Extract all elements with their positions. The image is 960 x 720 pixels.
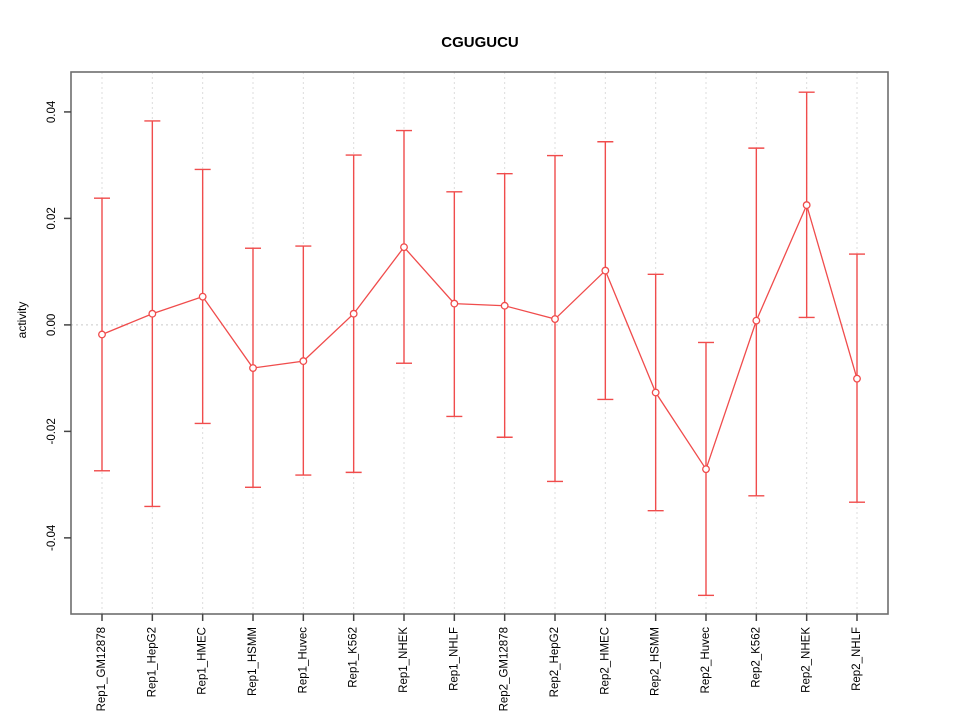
- data-point: [601, 266, 610, 275]
- data-points: [98, 201, 861, 474]
- y-tick-label: 0.02: [46, 207, 58, 229]
- y-tick-label: 0.04: [46, 100, 58, 123]
- plot-frame: [70, 71, 889, 615]
- x-tick-label: Rep1_HMEC: [197, 627, 209, 695]
- series-line: [101, 203, 858, 471]
- x-tick-label: Rep1_NHEK: [398, 627, 410, 693]
- y-axis-ticks: -0.04 -0.02 0.00 0.02 0.04: [46, 100, 71, 551]
- x-tick-label: Rep2_K562: [750, 627, 762, 688]
- y-tick-label: 0.00: [46, 314, 58, 336]
- data-point: [299, 357, 308, 366]
- y-axis-label: activity: [15, 302, 29, 339]
- x-tick-label: Rep1_HSMM: [247, 627, 259, 696]
- data-point: [349, 309, 358, 318]
- x-axis-ticks: Rep1_GM12878 Rep1_HepG2 Rep1_HMEC Rep1_HSMM…: [96, 614, 863, 711]
- x-tick-label: Rep2_HSMM: [650, 627, 662, 696]
- data-point: [853, 374, 861, 383]
- data-point: [551, 315, 559, 323]
- data-point: [500, 301, 509, 310]
- y-tick-label: -0.02: [46, 418, 58, 444]
- x-tick-label: Rep2_NHEK: [801, 627, 813, 693]
- y-tick-label: -0.04: [46, 524, 58, 551]
- x-tick-label: Rep1_HepG2: [146, 627, 158, 697]
- data-point: [802, 201, 811, 210]
- data-point: [400, 243, 408, 252]
- data-point: [450, 299, 459, 308]
- x-tick-label: Rep2_HMEC: [599, 627, 611, 695]
- x-tick-label: Rep2_Huvec: [700, 627, 712, 694]
- data-point: [651, 388, 660, 397]
- x-tick-label: Rep1_Huvec: [297, 627, 309, 694]
- x-tick-label: Rep1_NHLF: [448, 627, 460, 691]
- data-point: [702, 465, 710, 474]
- x-tick-label: Rep2_NHLF: [851, 627, 863, 691]
- x-tick-label: Rep1_K562: [348, 627, 360, 688]
- data-point: [249, 364, 257, 372]
- error-bars: [94, 91, 865, 597]
- x-tick-label: Rep2_GM12878: [499, 627, 511, 711]
- chart-title: CGUGUCU: [441, 34, 519, 51]
- data-point: [148, 309, 157, 318]
- data-point: [198, 292, 207, 301]
- x-tick-label: Rep2_HepG2: [549, 627, 561, 697]
- data-point: [98, 330, 106, 339]
- gridlines: [101, 72, 858, 614]
- x-tick-label: Rep1_GM12878: [96, 627, 108, 711]
- data-point: [752, 316, 761, 325]
